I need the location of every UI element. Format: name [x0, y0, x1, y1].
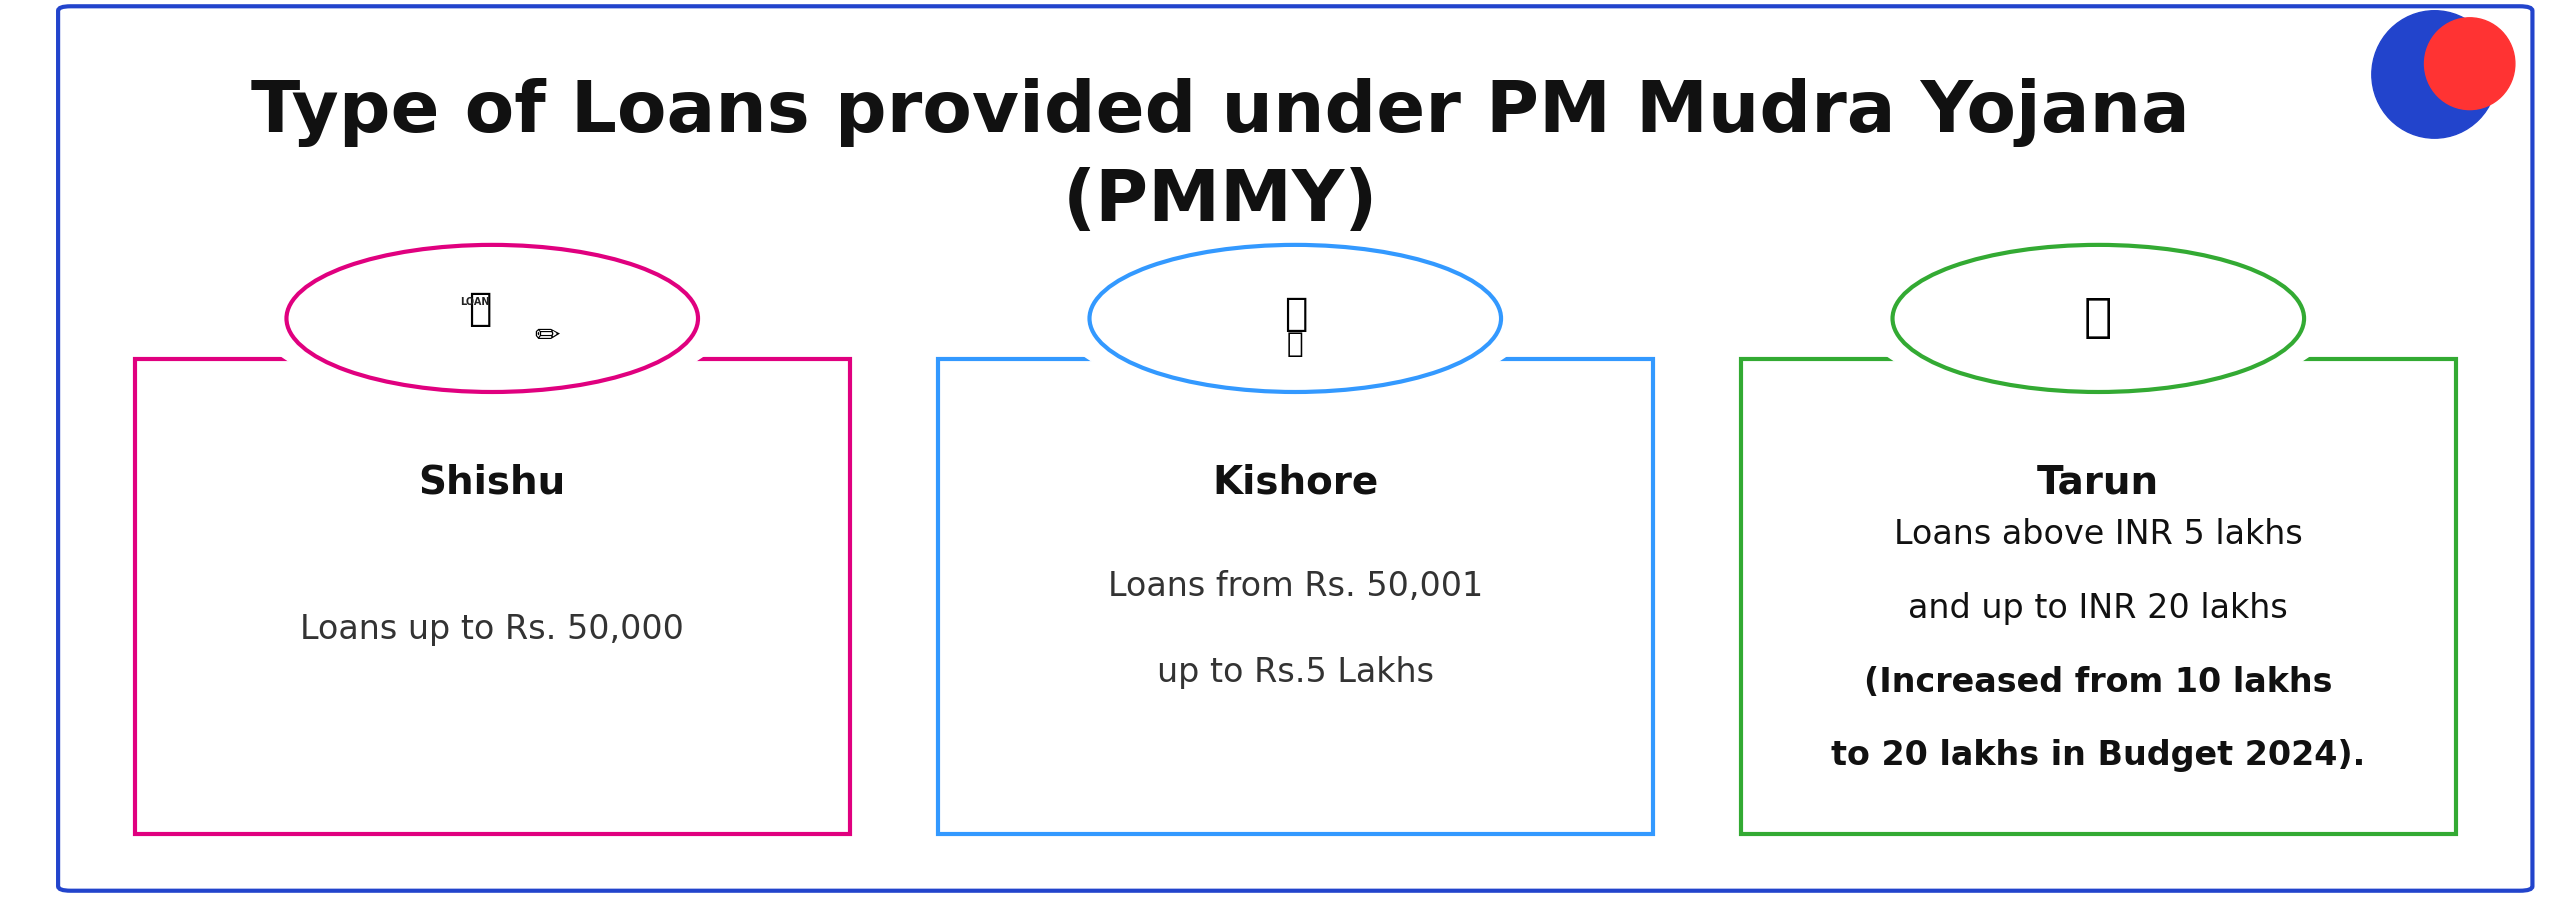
Text: Type of Loans provided under PM Mudra Yojana: Type of Loans provided under PM Mudra Yo… [250, 78, 2190, 146]
Text: 📋: 📋 [469, 291, 492, 328]
Text: LOAN: LOAN [459, 297, 490, 308]
Circle shape [258, 234, 729, 403]
FancyBboxPatch shape [135, 359, 849, 834]
Circle shape [1058, 234, 1530, 403]
Text: (PMMY): (PMMY) [1063, 168, 1377, 236]
Text: ✏️: ✏️ [536, 322, 561, 351]
Circle shape [1862, 234, 2333, 403]
Circle shape [286, 245, 699, 392]
FancyBboxPatch shape [938, 359, 1652, 834]
Text: Loans up to Rs. 50,000: Loans up to Rs. 50,000 [301, 614, 683, 646]
Text: Shishu: Shishu [418, 464, 566, 501]
FancyBboxPatch shape [1742, 359, 2456, 834]
Circle shape [1089, 245, 1502, 392]
Ellipse shape [2372, 11, 2496, 138]
Text: Tarun: Tarun [2037, 464, 2160, 501]
Text: Kishore: Kishore [1211, 464, 1380, 501]
Text: Loans from Rs. 50,001: Loans from Rs. 50,001 [1107, 570, 1484, 604]
Text: 💵: 💵 [2083, 296, 2111, 341]
Text: to 20 lakhs in Budget 2024).: to 20 lakhs in Budget 2024). [1831, 739, 2366, 772]
Text: 💵: 💵 [1288, 329, 1303, 358]
Ellipse shape [2425, 18, 2514, 109]
Text: up to Rs.5 Lakhs: up to Rs.5 Lakhs [1158, 656, 1433, 689]
Text: Loans above INR 5 lakhs: Loans above INR 5 lakhs [1895, 518, 2303, 551]
Text: and up to INR 20 lakhs: and up to INR 20 lakhs [1907, 592, 2287, 625]
Text: (Increased from 10 lakhs: (Increased from 10 lakhs [1864, 666, 2333, 699]
Circle shape [1892, 245, 2305, 392]
Text: 🤝: 🤝 [1283, 295, 1308, 333]
